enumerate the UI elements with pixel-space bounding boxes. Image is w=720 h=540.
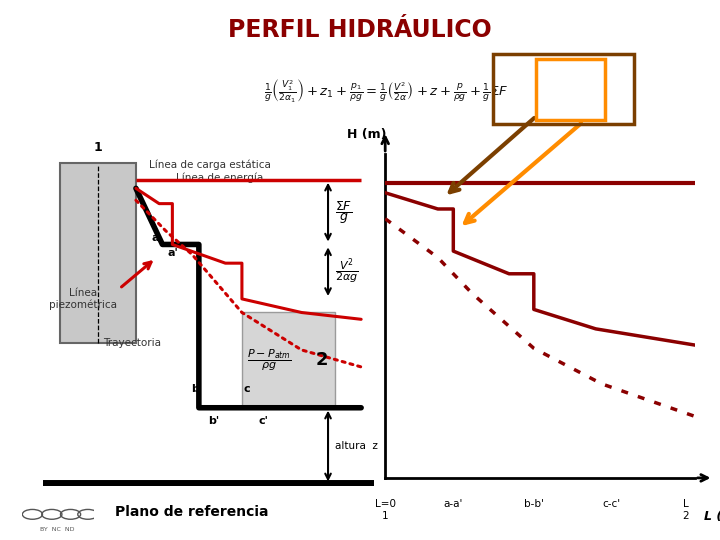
Text: H (m): H (m): [347, 128, 387, 141]
Text: Trayectoria: Trayectoria: [103, 338, 161, 348]
Text: 1: 1: [94, 141, 102, 154]
Bar: [493, 54, 634, 124]
Text: $\dfrac{\Sigma F}{g}$: $\dfrac{\Sigma F}{g}$: [335, 199, 352, 226]
Text: PERFIL HIDRÁULICO: PERFIL HIDRÁULICO: [228, 18, 492, 42]
Text: a': a': [167, 248, 178, 258]
Text: $\dfrac{V^2}{2\alpha g}$: $\dfrac{V^2}{2\alpha g}$: [335, 256, 358, 287]
Bar: [60, 163, 136, 343]
Text: 2: 2: [315, 351, 328, 369]
Text: BY  NC  ND: BY NC ND: [40, 527, 75, 532]
Text: Línea de energía: Línea de energía: [176, 173, 263, 183]
Text: c-c': c-c': [602, 499, 620, 509]
Text: a-a': a-a': [444, 499, 463, 509]
Text: Línea de carga estática: Línea de carga estática: [149, 159, 271, 170]
Bar: [536, 59, 605, 120]
Text: a: a: [152, 233, 159, 242]
Text: c: c: [243, 384, 251, 394]
Text: $\dfrac{P-P_{atm}}{\rho g}$: $\dfrac{P-P_{atm}}{\rho g}$: [247, 347, 292, 373]
Text: $\frac{1}{g}\left(\frac{V_1^2}{2\alpha_1}\right)+z_1+\frac{p_1}{\rho g}=\frac{1}: $\frac{1}{g}\left(\frac{V_1^2}{2\alpha_1…: [264, 77, 508, 104]
Text: L (m): L (m): [704, 510, 720, 523]
Text: c': c': [258, 416, 269, 426]
Text: b': b': [208, 416, 220, 426]
Text: Línea
piezométrica: Línea piezométrica: [49, 288, 117, 310]
Text: L=0
1: L=0 1: [374, 499, 396, 521]
Bar: [242, 313, 335, 408]
Text: b: b: [192, 384, 199, 394]
Text: Plano de referencia: Plano de referencia: [115, 504, 269, 518]
Text: L
2: L 2: [682, 499, 689, 521]
Text: b-b': b-b': [524, 499, 544, 509]
Text: altura  z: altura z: [335, 441, 377, 451]
